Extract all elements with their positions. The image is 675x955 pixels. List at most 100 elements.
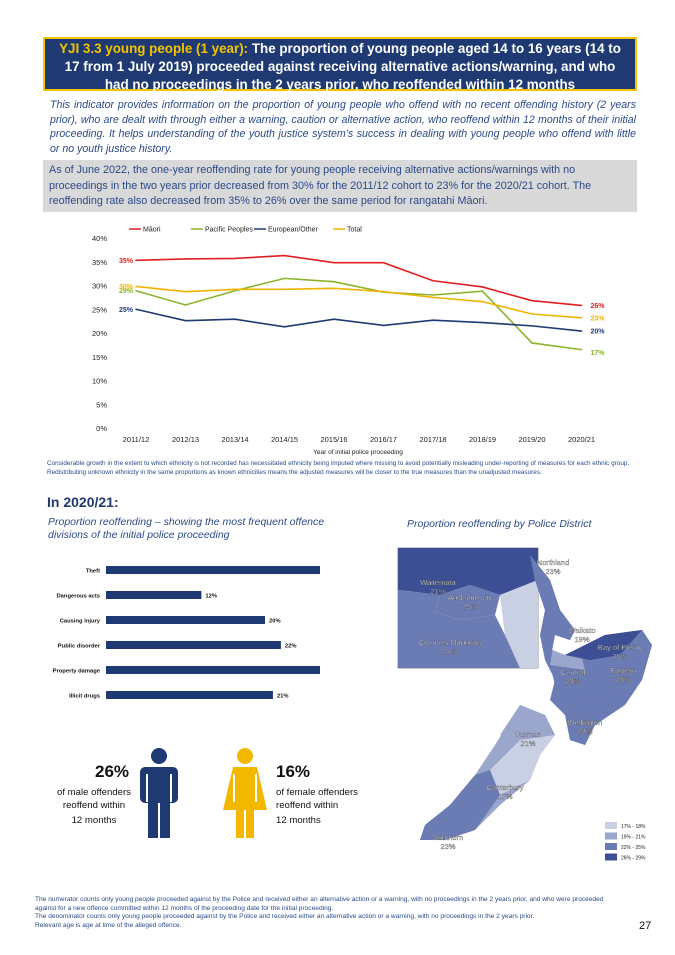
x-tick-label: 2017/18 xyxy=(419,435,446,444)
y-tick-label: 30% xyxy=(92,282,107,291)
legend-label: Pacific Peoples xyxy=(205,227,253,234)
series-end-label: 26% xyxy=(591,303,606,310)
x-tick-label: 2019/20 xyxy=(518,435,545,444)
bar xyxy=(106,641,281,649)
district-value-label: 19% xyxy=(574,635,589,644)
page-number: 27 xyxy=(639,920,652,932)
district-name-label: Eastern xyxy=(610,666,636,675)
data-point xyxy=(531,325,533,327)
data-point xyxy=(283,277,286,280)
data-point xyxy=(382,290,385,293)
legend-label: Total xyxy=(347,227,362,234)
district-value-label: 24% xyxy=(442,647,457,656)
district-value-label: 21% xyxy=(520,739,535,748)
data-point xyxy=(580,348,583,351)
legend-label: Māori xyxy=(143,227,161,234)
data-point xyxy=(580,317,583,319)
district-wellington xyxy=(570,690,625,745)
data-point xyxy=(135,259,137,262)
data-point xyxy=(184,258,187,260)
footnote-age: Relevant age is age at time of the alleg… xyxy=(35,922,182,930)
data-point xyxy=(283,288,286,291)
bar-category-label: Public disorder xyxy=(58,644,101,650)
district-name-label: Auckland city xyxy=(448,593,492,602)
series-line xyxy=(135,285,582,319)
bar-value-label: 12% xyxy=(205,594,217,600)
male-percent: 26% xyxy=(95,762,130,781)
data-point xyxy=(135,308,137,311)
bar-value-label: 20% xyxy=(269,619,281,625)
district-tasman xyxy=(500,705,555,740)
series-start-label: 35% xyxy=(119,258,134,265)
bar xyxy=(106,691,273,699)
legend-range-label: 17% - 18% xyxy=(621,824,646,830)
district-value-label: 23% xyxy=(565,677,580,686)
data-point xyxy=(135,289,137,292)
footnote-numerator: The numerator counts only young people p… xyxy=(35,896,604,912)
male-line-2: reoffend within xyxy=(62,800,126,811)
legend-swatch xyxy=(605,853,617,861)
series-start-label: 30% xyxy=(119,284,134,291)
bar-value-label: 21% xyxy=(277,694,289,700)
x-tick-label: 2011/12 xyxy=(123,435,150,444)
data-point xyxy=(481,300,484,303)
data-point xyxy=(184,319,187,322)
map-legend: 17% - 18% 19% - 21% 22% - 25% 26% - 29% xyxy=(605,822,646,862)
title-text: The proportion of young people aged 14 t… xyxy=(64,41,621,92)
footnote: The numerator counts only young people p… xyxy=(35,896,625,931)
data-point xyxy=(234,289,236,292)
district-value-label: 25% xyxy=(615,675,630,684)
x-tick-label: 2013/14 xyxy=(221,435,248,444)
x-tick-label: 2016/17 xyxy=(370,435,397,444)
y-tick-label: 10% xyxy=(92,377,107,386)
female-description: of female offenders reoffend within 12 m… xyxy=(276,786,358,827)
district-canterbury xyxy=(490,735,555,795)
district-name-label: Northland xyxy=(537,558,570,567)
female-line-3: 12 months xyxy=(276,815,321,826)
x-tick-label: 2014/15 xyxy=(271,435,298,444)
legend-swatch xyxy=(605,843,617,850)
district-northland xyxy=(530,555,575,640)
reoffending-line-chart: 0% 5% 10% 15% 20% 25% 30% 35% 40% 2011/12 2012/13 2… xyxy=(92,227,606,457)
series-start-label: 25% xyxy=(119,307,134,314)
female-icon xyxy=(223,748,267,838)
x-axis-label: Year of initial police proceeding xyxy=(313,449,403,456)
data-point xyxy=(135,285,137,288)
inset-waitemata xyxy=(398,548,538,595)
data-point xyxy=(481,321,484,324)
district-value-label: 29% xyxy=(462,602,477,611)
bar-value-label: 22% xyxy=(285,644,297,650)
district-eastern xyxy=(610,630,652,690)
data-point xyxy=(580,304,583,307)
bar-category-label: Dangerous acts xyxy=(57,594,101,600)
bar-category-label: Property damage xyxy=(53,669,101,675)
y-tick-label: 15% xyxy=(92,353,107,362)
district-bay-of-plenty xyxy=(565,630,642,660)
bar xyxy=(106,616,265,624)
x-tick-label: 2015/16 xyxy=(320,435,347,444)
page-title: YJI 3.3 young people (1 year): The propo… xyxy=(43,37,637,92)
male-icon xyxy=(140,748,178,838)
district-name-label: Wellington xyxy=(568,718,603,727)
data-point xyxy=(333,318,335,321)
legend-swatch xyxy=(605,832,617,840)
district-name-label: Bay of Plenty xyxy=(598,643,642,652)
data-point xyxy=(382,261,385,264)
title-highlight: YJI 3.3 young people (1 year): xyxy=(59,41,249,56)
y-tick-label: 0% xyxy=(96,424,107,433)
data-point xyxy=(481,286,484,288)
map-subtitle: Proportion reoffending by Police Distric… xyxy=(407,518,592,530)
data-point xyxy=(333,287,335,290)
district-value-label: 17% xyxy=(497,792,512,801)
data-point xyxy=(184,290,187,293)
district-name-label: Counties Manukau xyxy=(419,638,482,647)
district-name-label: Waikato xyxy=(569,626,596,635)
section-heading: In 2020/21: xyxy=(47,494,119,510)
inset-water xyxy=(500,580,538,668)
inset-counties-manukau xyxy=(398,590,520,668)
data-point xyxy=(531,342,533,344)
district-name-label: Tasman xyxy=(515,730,541,739)
